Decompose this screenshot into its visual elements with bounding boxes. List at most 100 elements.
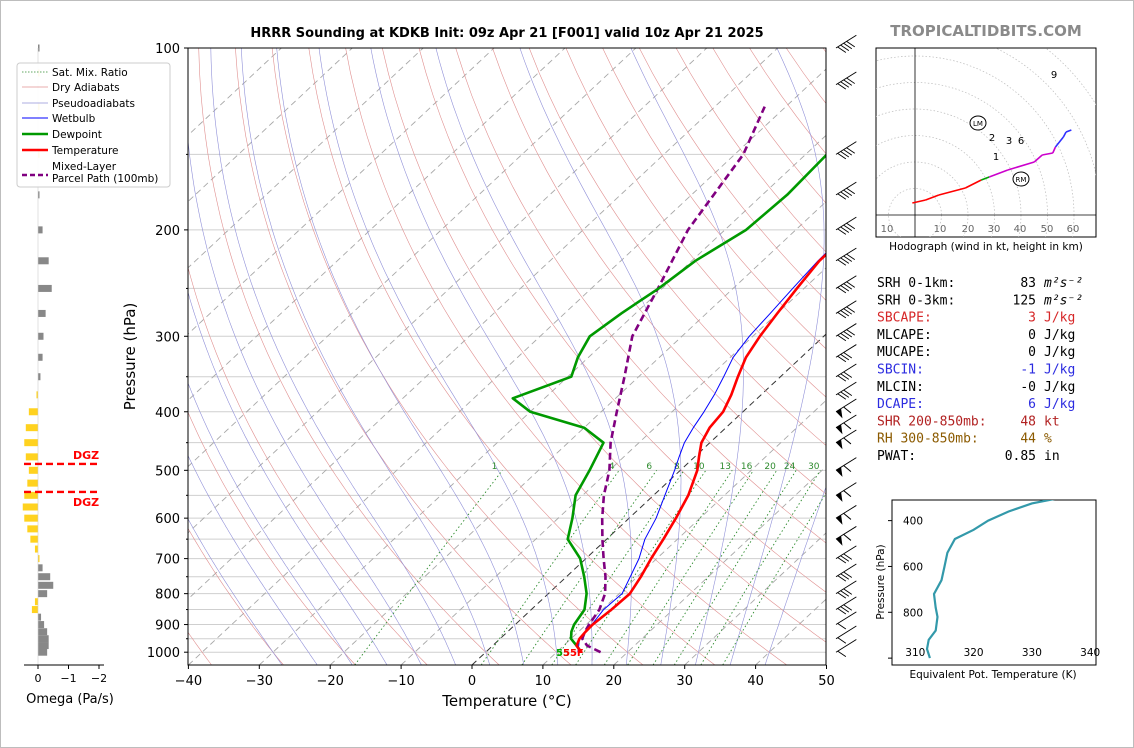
mixing-ratio-label: 16 [741,462,753,472]
isotherm [188,48,495,335]
hodograph-tick-label: 10 [881,224,894,235]
y-tick-label: 500 [155,464,180,479]
hodograph-segment [964,179,982,189]
barb-feather [837,575,847,582]
x-tick-label: −40 [175,674,202,689]
wind-barb [835,381,857,400]
theta-e-x-axis-label: Equivalent Pot. Temperature (K) [909,669,1076,681]
index-unit: in [1044,449,1060,464]
pseudoadiabat [276,48,525,665]
y-axis-label: Pressure (hPa) [121,303,139,411]
barb-feather [843,571,853,578]
theta-e-frame [891,499,1097,666]
barb-shaft [835,580,857,595]
barb-feather [837,287,847,294]
omega-bar [24,439,38,447]
index-unit: J/kg [1044,397,1075,412]
mixing-ratio-label: 4 [609,462,615,472]
omega-bar [38,590,48,598]
omega-bar [38,648,48,656]
barb-shaft [835,639,857,653]
index-unit: J/kg [1044,363,1075,378]
barb-flag [836,408,843,419]
omega-bar [38,555,40,563]
legend-label: Temperature [51,145,119,157]
theta-e-line [925,500,1055,659]
dgz-label-top: DGZ [73,449,99,462]
hodograph-segment [938,187,966,196]
index-value: -1 [1020,363,1036,378]
barb-shaft [835,363,857,378]
barb-shaft [835,482,857,496]
omega-bar [38,573,51,581]
dewpoint-line [511,153,826,653]
barb-feather [840,391,850,398]
mixing-ratio-line [575,470,707,665]
indices-table: SRH 0-1km: 83 m²s⁻² SRH 0-3km: 125 m²s⁻² SBCAP… [877,276,1083,464]
index-label: SBCIN: [877,363,924,378]
barb-shaft [835,526,857,540]
x-tick-label: −30 [246,674,273,689]
hodograph-height-label: 3 [1006,136,1012,147]
pseudoadiabat [729,48,825,665]
omega-bar [38,621,45,629]
barb-feather [837,608,847,615]
index-value: 48 [1020,414,1036,429]
mixing-ratio-label: 6 [646,462,652,472]
theta-e-x-tick-label: 340 [1080,647,1100,659]
legend-label: Mixed-Layer [52,161,117,173]
omega-bar [24,491,38,499]
barb-shaft [835,625,857,640]
barb-feather [840,573,850,580]
index-unit: J/kg [1044,345,1075,360]
y-tick-label: 1000 [147,646,180,661]
index-label: MUCAPE: [877,345,932,360]
barb-shaft [835,414,857,429]
hodograph-caption: Hodograph (wind in kt, height in km) [889,241,1083,253]
index-value: 0 [1028,328,1036,343]
barb-shaft [835,398,857,413]
x-tick-label: 30 [676,674,693,689]
pseudoadiabat [318,48,559,665]
omega-bar [38,191,40,199]
y-tick-label: 400 [155,406,180,421]
barb-shaft [835,141,857,155]
omega-bar [38,581,54,589]
legend-label: Sat. Mix. Ratio [52,67,128,79]
dry-adiabat [188,527,284,665]
barb-feather [840,373,850,380]
index-value: 125 [1013,293,1036,308]
barb-feather [843,437,852,445]
theta-e-panel: 400 600 800 310 320 330 340 Equivalent Pot. Tem… [875,499,1100,681]
barb-feather [837,312,847,319]
pseudoadiabat [630,48,744,665]
hodograph-tick-label: 10 [934,224,947,235]
hodograph-tick-label: 50 [1041,224,1054,235]
dry-adiabat [345,48,787,665]
y-tick-label: 600 [155,512,180,527]
omega-bar [28,466,38,474]
dry-adiabat [492,48,826,495]
barb-feather [837,152,847,160]
omega-bar [27,479,38,487]
wind-barb [835,216,857,235]
x-tick-label: 40 [747,674,764,689]
barb-shaft [835,344,857,358]
barb-feather [843,465,852,472]
index-value: 44 [1020,432,1036,447]
theta-e-x-tick-label: 310 [905,647,925,659]
wind-barb [835,344,857,363]
hodograph-segment [988,169,1009,178]
isotherm [613,466,826,665]
wind-barb [835,429,857,450]
index-label: SBCAPE: [877,311,932,326]
barb-feather [846,222,856,230]
index-value: 3 [1028,311,1036,326]
y-tick-label: 900 [155,619,180,634]
barb-feather [837,375,847,382]
omega-panel: DGZ DGZ 0 −1 −2 Omega (Pa/s) [22,44,114,707]
index-label: DCAPE: [877,397,924,412]
barb-feather [843,283,853,290]
omega-bar [30,535,38,543]
hodograph-trace: 10 10 20 30 40 50 60 1 2 3 6 9 LM RM [876,48,1096,237]
